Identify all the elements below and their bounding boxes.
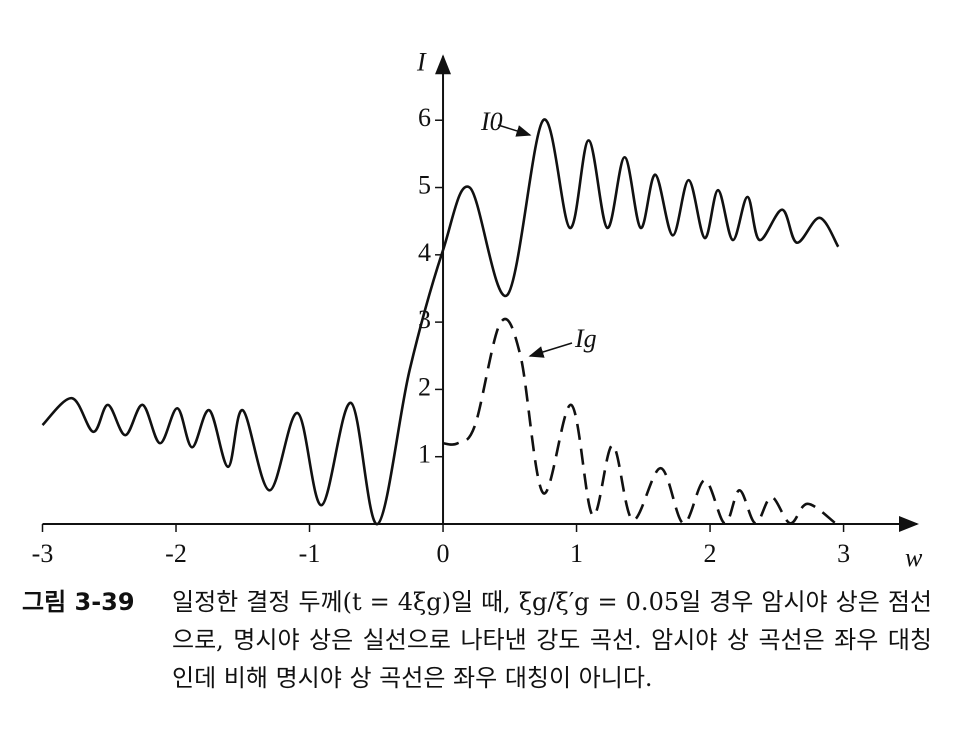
legend-label: I0 bbox=[480, 107, 503, 136]
annotation-arrow bbox=[497, 124, 532, 137]
caption: 그림 3-39 일정한 결정 두께(t = 4ξg)일 때, ξg/ξ′g = … bbox=[22, 583, 952, 697]
x-tick-label: 2 bbox=[704, 539, 717, 568]
y-tick-label: 1 bbox=[418, 440, 431, 469]
x-tick-label: -1 bbox=[299, 539, 321, 568]
x-tick-label: 3 bbox=[837, 539, 850, 568]
annotation-arrow bbox=[528, 342, 573, 358]
x-tick-label: 0 bbox=[437, 539, 450, 568]
series-line bbox=[41, 118, 840, 526]
y-tick-label: 6 bbox=[418, 103, 431, 132]
x-tick-label: -2 bbox=[165, 539, 187, 568]
series-line bbox=[442, 317, 837, 525]
y-tick-label: 2 bbox=[418, 372, 431, 401]
x-axis-label: w bbox=[905, 543, 923, 572]
y-tick-label: 5 bbox=[418, 170, 431, 199]
y-axis-label: I bbox=[416, 47, 427, 76]
legend-label: Ig bbox=[574, 324, 597, 353]
x-tick-label: -3 bbox=[32, 539, 54, 568]
caption-text: 일정한 결정 두께(t = 4ξg)일 때, ξg/ξ′g = 0.05일 경우… bbox=[172, 588, 932, 692]
y-tick-label: 4 bbox=[418, 238, 431, 267]
caption-label: 그림 3-39 bbox=[22, 588, 135, 616]
x-tick-label: 1 bbox=[570, 539, 583, 568]
